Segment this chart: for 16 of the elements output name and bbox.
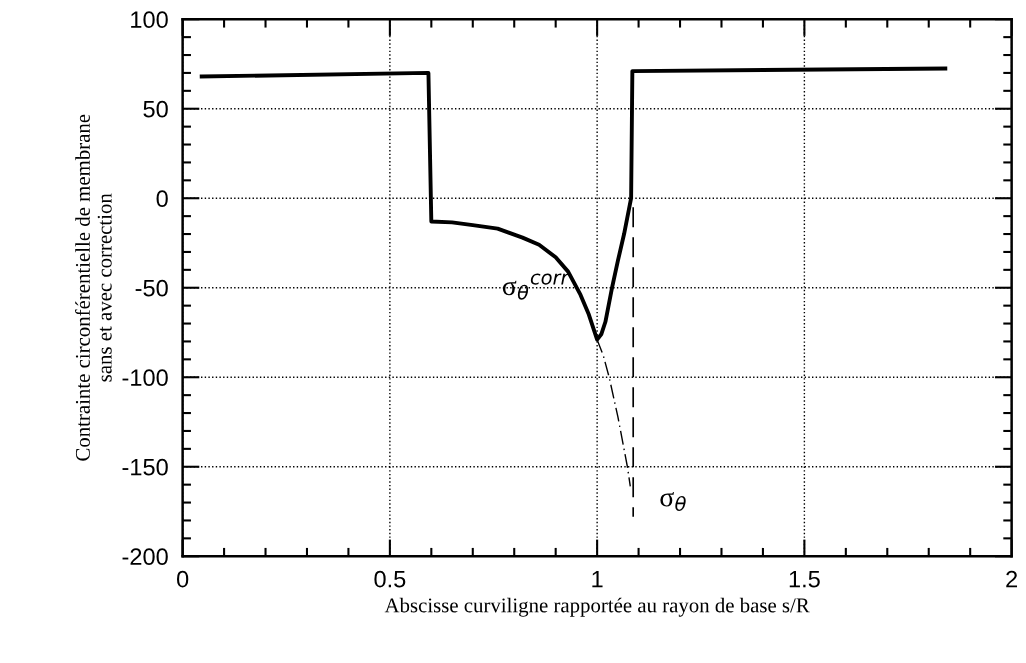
x-tick-label: 0	[176, 570, 189, 588]
y-tick-label: 50	[143, 100, 168, 118]
y-tick-label: 0	[156, 190, 168, 208]
x-axis-title: Abscisse curviligne rapportée au rayon de base s/R	[384, 597, 810, 617]
x-tick-label: 1	[592, 571, 603, 588]
y-tick-label: -200	[122, 548, 168, 566]
annotation: σ$_{θ}$	[660, 492, 686, 512]
y-tick-label: -50	[135, 279, 168, 297]
y-tick-label: -100	[122, 369, 168, 387]
x-tick-label: 1.5	[789, 571, 820, 588]
y-tick-label: -150	[122, 458, 168, 476]
x-tick-label: 0.5	[374, 570, 406, 588]
y-axis-title: Contrainte circonférentielle de membrane sans et avec correction	[75, 114, 112, 461]
annotation: σ$_{θ}$$^{corr}$	[502, 273, 570, 300]
y-tick-label: 100	[131, 11, 168, 29]
x-tick-label: 2	[1006, 570, 1018, 588]
